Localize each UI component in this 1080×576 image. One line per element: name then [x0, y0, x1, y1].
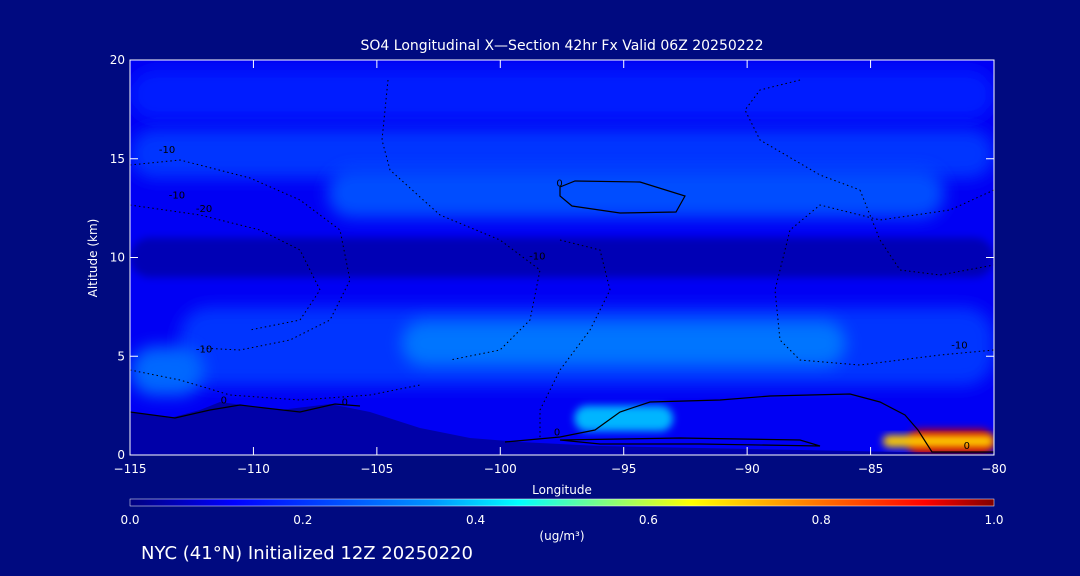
contour-label: 0 [556, 178, 562, 189]
x-tick-label: −100 [484, 462, 517, 476]
contour-label: -10 [196, 344, 212, 355]
x-axis-label: Longitude [532, 483, 592, 497]
concentration-field [130, 60, 994, 455]
contour-label: 0 [342, 398, 348, 409]
contour-line-dotted-8 [130, 369, 421, 401]
x-tick-label: −105 [360, 462, 393, 476]
contour-label: -10 [529, 251, 545, 262]
contour-label: 0 [554, 427, 560, 438]
colorbar-ticks: 0.0 0.2 0.4 0.6 0.8 1.0 [120, 513, 1003, 527]
contour-line-zero-upper [559, 180, 686, 214]
field-region [401, 320, 846, 367]
contour-line-dotted-4 [539, 239, 611, 440]
contour-lines-dotted [130, 79, 994, 440]
contour-lines [130, 180, 994, 453]
contour-line-zero-terrain [130, 403, 361, 419]
chart-title: SO4 Longitudinal X—Section 42hr Fx Valid… [361, 38, 764, 54]
footer-initialization: NYC (41°N) Initialized 12Z 20250220 [141, 543, 473, 564]
colorbar-tick-label: 0.2 [293, 513, 312, 527]
x-tick-label: −110 [237, 462, 270, 476]
x-tick-label: −95 [611, 462, 636, 476]
contour-line-dotted-2 [130, 159, 351, 351]
contour-labels: -10 -10 -20 -10 -10 -10 0 0 0 0 0 [159, 145, 970, 452]
field-region [882, 435, 994, 448]
x-tick-label: −90 [734, 462, 759, 476]
field-region [130, 69, 994, 120]
contour-label: -10 [159, 145, 175, 156]
colorbar-tick-label: 0.0 [120, 513, 139, 527]
field-region [130, 237, 994, 278]
field-region [130, 346, 205, 396]
y-tick-label: 15 [110, 152, 125, 166]
x-tick-label: −85 [858, 462, 883, 476]
y-axis: 0 5 10 15 20 [110, 53, 994, 462]
contour-label: -10 [169, 190, 185, 201]
x-tick-label: −80 [981, 462, 1006, 476]
field-region [574, 405, 674, 432]
y-tick-label: 20 [110, 53, 125, 67]
colorbar-tick-label: 0.8 [812, 513, 831, 527]
x-tick-label: −115 [114, 462, 147, 476]
contour-label: -10 [951, 340, 967, 351]
field-region [130, 129, 994, 179]
contour-line-dotted-6 [774, 189, 994, 366]
y-axis-label: Altitude (km) [86, 219, 100, 298]
contour-line-dotted-5 [744, 79, 861, 191]
terrain [130, 402, 994, 455]
colorbar [129, 498, 995, 507]
colorbar-tick-label: 0.4 [466, 513, 485, 527]
contour-label: 0 [964, 441, 970, 452]
contour-line-zero-inner [559, 437, 821, 447]
y-tick-label: 10 [110, 251, 125, 265]
x-axis: −115 −110 −105 −100 −95 −90 −85 −80 [114, 60, 1007, 476]
field-region [327, 168, 945, 218]
contour-label: 0 [221, 396, 227, 407]
colorbar-tick-label: 1.0 [984, 513, 1003, 527]
y-tick-label: 5 [117, 349, 125, 363]
contour-line-zero-lower [504, 393, 994, 453]
contour-line-dotted-7 [859, 189, 994, 276]
contour-label: -20 [196, 204, 212, 215]
y-tick-label: 0 [117, 448, 125, 462]
colorbar-label: (ug/m³) [539, 529, 584, 543]
colorbar-tick-label: 0.6 [639, 513, 658, 527]
